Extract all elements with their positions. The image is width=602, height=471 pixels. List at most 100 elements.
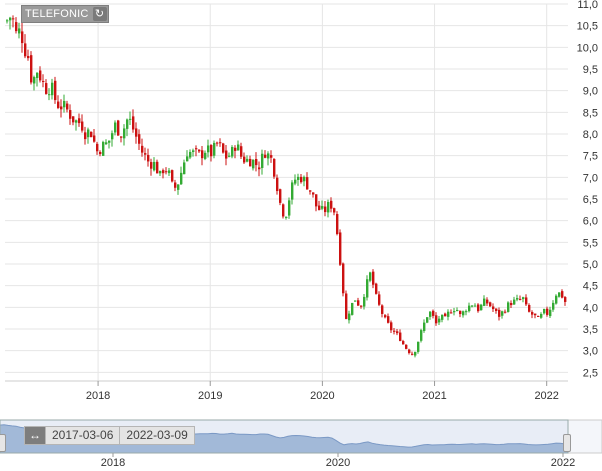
candle-up: [351, 302, 354, 315]
candle-up: [465, 311, 468, 313]
x-tick-label: 2021: [422, 390, 446, 402]
y-tick-label: 4,5: [583, 281, 598, 293]
candle-down: [339, 232, 342, 265]
candle-down: [510, 303, 513, 306]
candle-up: [507, 302, 510, 312]
candle-up: [453, 311, 456, 313]
candle-down: [84, 132, 87, 140]
candle-down: [174, 182, 177, 188]
candle-down: [45, 83, 48, 94]
candle-down: [444, 313, 447, 317]
y-tick-label: 6,0: [583, 216, 598, 228]
candle-down: [54, 80, 57, 101]
candle-up: [543, 309, 546, 314]
candle-down: [375, 283, 378, 294]
candle-down: [90, 131, 93, 138]
candle-down: [141, 145, 144, 153]
candle-down: [240, 146, 243, 157]
candle-down: [405, 344, 408, 349]
symbol-selector[interactable]: TELEFONIC ↻: [21, 5, 109, 23]
candle-down: [276, 177, 279, 192]
candle-up: [267, 153, 270, 159]
y-tick-label: 10,5: [577, 21, 598, 33]
candle-up: [213, 142, 216, 156]
y-tick-label: 5,5: [583, 237, 598, 249]
candle-down: [24, 43, 27, 57]
candle-down: [69, 110, 72, 119]
candle-down: [396, 331, 399, 334]
candle-down: [99, 151, 102, 155]
candle-down: [402, 341, 405, 345]
candle-down: [477, 304, 480, 312]
candle-up: [327, 202, 330, 213]
candle-down: [195, 148, 198, 150]
candle-down: [486, 299, 489, 304]
candle-up: [75, 120, 78, 123]
y-tick-label: 8,5: [583, 107, 598, 119]
y-axis: 2,5 3,0 3,5 4,0 4,5 5,0 5,5 6,0 6,5 7,0 7,5 8,0 8,5 9…: [577, 0, 598, 379]
candle-down: [12, 18, 15, 20]
range-start-date[interactable]: 2017-03-06: [45, 427, 120, 444]
candle-up: [228, 155, 231, 157]
candle-down: [255, 159, 258, 166]
candle-down: [219, 142, 222, 144]
candle-down: [492, 306, 495, 310]
candle-down: [30, 55, 33, 83]
x-tick-label: 2022: [534, 390, 558, 402]
expand-horizontal-icon[interactable]: ↔: [25, 427, 45, 444]
x-tick-label: 2019: [198, 390, 222, 402]
candle-up: [159, 170, 162, 174]
range-end-date[interactable]: 2022-03-09: [119, 427, 194, 444]
candle-up: [501, 311, 504, 316]
y-tick-label: 3,5: [583, 324, 598, 336]
candle-up: [285, 216, 288, 218]
candle-down: [132, 116, 135, 130]
candle-down: [564, 297, 567, 302]
candle-up: [552, 302, 555, 310]
candle-up: [303, 176, 306, 182]
candle-up: [291, 182, 294, 200]
navigator[interactable]: 2018 2020 2022: [0, 419, 602, 469]
y-tick-label: 3,0: [583, 346, 598, 358]
candle-down: [210, 145, 213, 157]
candle-up: [549, 309, 552, 317]
candle-down: [315, 194, 318, 207]
navigator-tick-label: 2022: [551, 457, 575, 469]
y-tick-label: 9,5: [583, 64, 598, 76]
candle-up: [153, 161, 156, 171]
candle-down: [156, 161, 159, 174]
candle-down: [249, 158, 252, 167]
candle-up: [183, 162, 186, 175]
candle-up: [438, 318, 441, 323]
candle-down: [534, 313, 537, 316]
candle-up: [363, 296, 366, 307]
navigator-right-handle[interactable]: [563, 434, 571, 452]
refresh-icon[interactable]: ↻: [92, 7, 107, 21]
candle-down: [117, 120, 120, 136]
navigator-tick-label: 2018: [101, 457, 125, 469]
candle-up: [462, 311, 465, 316]
y-tick-label: 6,5: [583, 194, 598, 206]
candle-up: [471, 305, 474, 307]
candle-up: [63, 100, 66, 108]
navigator-left-handle[interactable]: [0, 434, 6, 452]
grid: [5, 3, 568, 381]
candle-down: [504, 311, 507, 313]
candle-down: [399, 332, 402, 341]
candle-up: [48, 94, 51, 96]
candle-down: [333, 208, 336, 213]
candle-down: [372, 271, 375, 285]
candle-down: [282, 204, 285, 217]
candle-down: [411, 353, 414, 355]
candle-down: [120, 136, 123, 138]
candle-down: [435, 315, 438, 324]
candle-down: [330, 200, 333, 209]
date-range-selector[interactable]: ↔ 2017-03-06 2022-03-09: [24, 426, 195, 445]
candle-up: [111, 133, 114, 140]
candle-up: [417, 341, 420, 352]
candle-up: [366, 279, 369, 298]
candle-down: [273, 158, 276, 177]
candle-down: [324, 206, 327, 213]
